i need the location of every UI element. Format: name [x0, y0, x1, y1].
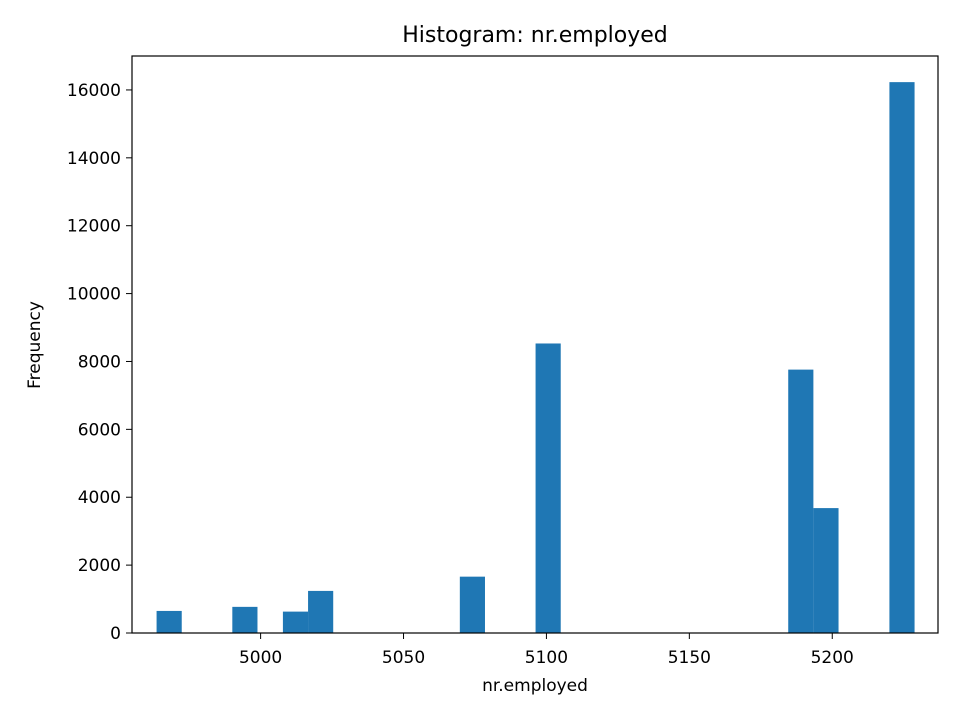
- x-tick-label-0: 5000: [239, 648, 282, 668]
- y-tick-label-6: 12000: [67, 217, 121, 237]
- histogram-bar-7: [813, 508, 839, 633]
- y-axis-ticks: 0 2000 4000 6000 8000 10000 12000 14000 16000: [67, 81, 132, 644]
- y-tick-label-2: 4000: [78, 488, 121, 508]
- plot-frame: [131, 55, 939, 634]
- bars-group: [156, 82, 915, 633]
- y-axis-label: Frequency: [25, 301, 45, 389]
- histogram-bar-3: [308, 590, 334, 633]
- x-tick-label-4: 5200: [811, 648, 854, 668]
- y-tick-label-0: 0: [110, 624, 121, 644]
- y-tick-label-7: 14000: [67, 149, 121, 169]
- histogram-bar-5: [535, 343, 561, 633]
- y-tick-label-4: 8000: [78, 352, 121, 372]
- histogram-bar-4: [459, 576, 485, 633]
- y-tick-label-1: 2000: [78, 556, 121, 576]
- x-axis-label: nr.employed: [482, 676, 588, 696]
- histogram-bar-0: [156, 610, 182, 633]
- chart-title: Histogram: nr.employed: [402, 23, 668, 48]
- histogram-bar-1: [232, 606, 258, 633]
- x-tick-label-1: 5050: [382, 648, 425, 668]
- x-tick-label-3: 5150: [668, 648, 711, 668]
- histogram-bar-8: [889, 82, 915, 633]
- y-tick-label-8: 16000: [67, 81, 121, 101]
- x-axis-ticks: 5000 5050 5100 5150 5200: [239, 633, 854, 668]
- histogram-bar-2: [282, 611, 309, 633]
- y-tick-label-5: 10000: [67, 285, 121, 305]
- x-tick-label-2: 5100: [525, 648, 568, 668]
- histogram-bar-6: [788, 369, 814, 633]
- y-tick-label-3: 6000: [78, 420, 121, 440]
